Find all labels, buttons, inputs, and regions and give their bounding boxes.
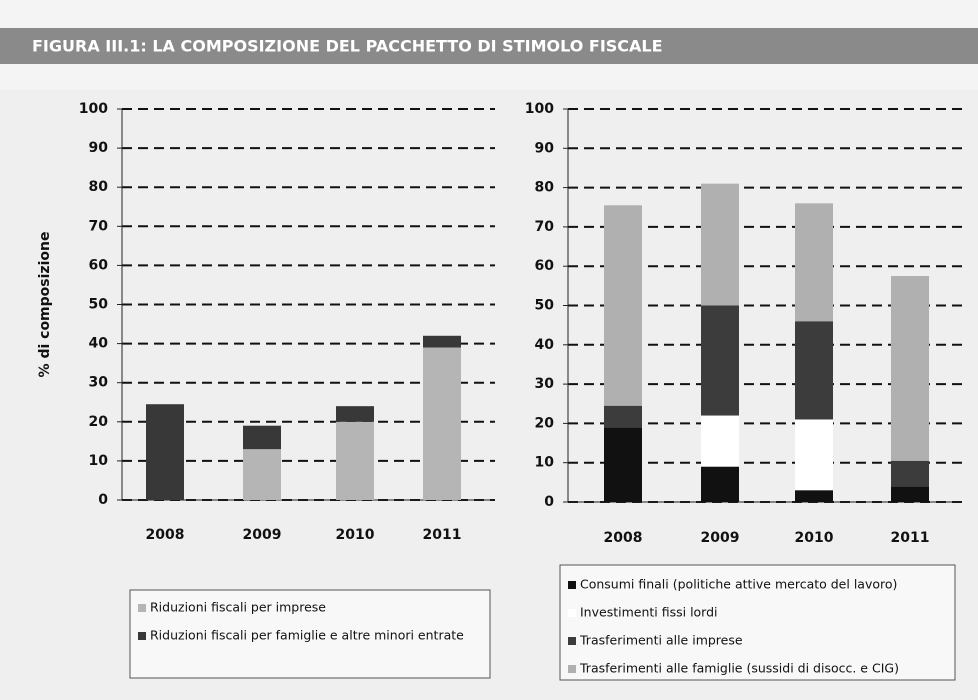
bar-segment	[795, 490, 833, 502]
legend-label: Riduzioni fiscali per famiglie e altre m…	[150, 628, 464, 643]
legend-label: Trasferimenti alle famiglie (sussidi di …	[579, 661, 899, 676]
legend-label: Trasferimenti alle imprese	[579, 633, 743, 648]
legend-label: Investimenti fissi lordi	[580, 605, 718, 620]
y-tick-label: 30	[89, 375, 109, 391]
x-tick-label: 2011	[891, 530, 930, 546]
bar-segment	[146, 404, 184, 500]
y-tick-label: 100	[79, 101, 108, 117]
bar-segment	[795, 419, 833, 491]
bar-segment	[891, 276, 929, 461]
title-band	[0, 28, 978, 64]
legend-box	[559, 564, 956, 681]
y-tick-label: 0	[544, 494, 554, 510]
y-tick-label: 0	[98, 492, 108, 508]
y-tick-label: 80	[535, 180, 555, 196]
bar-segment	[336, 421, 374, 500]
y-tick-label: 50	[535, 298, 555, 314]
legend-swatch	[568, 665, 576, 673]
legend-swatch	[568, 609, 576, 617]
y-tick-label: 60	[89, 257, 109, 273]
y-tick-label: 10	[89, 453, 109, 469]
y-tick-label: 90	[89, 140, 109, 156]
bar-segment	[701, 305, 739, 416]
bar-segment	[243, 449, 281, 500]
legend-swatch	[568, 581, 576, 589]
y-tick-label: 40	[89, 336, 109, 352]
x-tick-label: 2011	[423, 527, 462, 543]
y-tick-label: 40	[535, 337, 555, 353]
bar-segment	[795, 203, 833, 322]
bar-segment	[795, 321, 833, 420]
bar-segment	[604, 427, 642, 502]
x-tick-label: 2008	[604, 530, 643, 546]
bar-segment	[701, 466, 739, 502]
bar-segment	[604, 205, 642, 406]
bar-segment	[336, 406, 374, 422]
bar-segment	[891, 460, 929, 487]
legend-swatch	[568, 637, 576, 645]
bar-segment	[701, 183, 739, 306]
legend-label: Riduzioni fiscali per imprese	[150, 600, 326, 615]
y-tick-label: 10	[535, 455, 555, 471]
legend-box	[129, 589, 491, 679]
y-tick-label: 70	[89, 218, 109, 234]
y-tick-label: 30	[535, 376, 555, 392]
y-tick-label: 70	[535, 219, 555, 235]
y-tick-label: 20	[89, 414, 109, 430]
x-tick-label: 2010	[795, 530, 834, 546]
bar-segment	[604, 405, 642, 428]
bar-segment	[423, 335, 461, 348]
bar-segment	[243, 425, 281, 450]
x-tick-label: 2008	[146, 527, 185, 543]
x-tick-label: 2009	[701, 530, 740, 546]
y-tick-label: 60	[535, 258, 555, 274]
bar-segment	[701, 415, 739, 467]
legend-swatch	[138, 632, 146, 640]
bar-segment	[423, 347, 461, 500]
y-tick-label: 20	[535, 415, 555, 431]
y-tick-label: 50	[89, 297, 109, 313]
bar-segment	[891, 486, 929, 502]
x-tick-label: 2009	[243, 527, 282, 543]
y-tick-label: 80	[89, 179, 109, 195]
y-axis-label: % di composizione	[37, 232, 53, 378]
y-tick-label: 100	[525, 101, 554, 117]
figure-title: FIGURA III.1: LA COMPOSIZIONE DEL PACCHE…	[32, 37, 663, 56]
x-tick-label: 2010	[336, 527, 375, 543]
legend-label: Consumi finali (politiche attive mercato…	[580, 577, 897, 592]
legend-swatch	[138, 604, 146, 612]
y-tick-label: 90	[535, 140, 555, 156]
